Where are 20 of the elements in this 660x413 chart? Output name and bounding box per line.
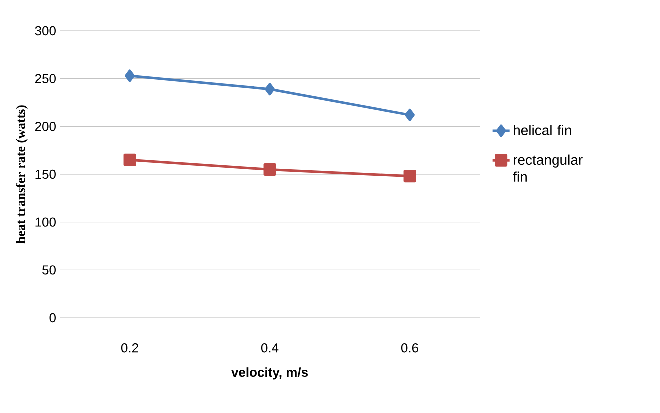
y-tick-label: 100 — [36, 218, 56, 227]
y-tick-label: 150 — [36, 170, 56, 180]
y-tick-label: 50 — [42, 266, 56, 275]
point — [125, 70, 135, 82]
legend-label: helical fin — [514, 125, 572, 136]
y-tick-label: 200 — [35, 122, 56, 132]
y-axis-title: heat transfer rate (watts) — [16, 106, 28, 244]
point — [405, 108, 415, 122]
legend-label: rectangular fin — [513, 154, 583, 182]
point — [124, 154, 136, 166]
point — [264, 163, 276, 176]
point — [265, 83, 275, 96]
y-tick-label: 0 — [50, 313, 56, 323]
x-tick-label: 0.4 — [261, 344, 279, 353]
x-tick-label: 0.2 — [121, 344, 138, 353]
x-axis-title: velocity, m/s — [232, 368, 308, 380]
y-tick-label: 250 — [35, 74, 56, 84]
y-tick-label: 300 — [35, 26, 56, 36]
x-tick-label: 0.6 — [401, 344, 418, 353]
point — [404, 170, 416, 183]
